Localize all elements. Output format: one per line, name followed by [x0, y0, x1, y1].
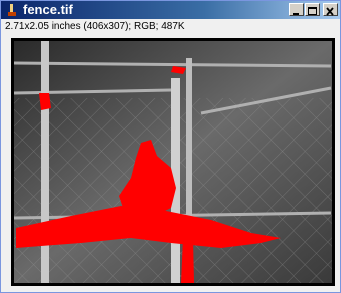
maximize-button[interactable]: [305, 3, 320, 16]
image-window: fence.tif 2.71x2.05 inches (406x307); RG…: [0, 0, 341, 293]
app-icon: [5, 3, 19, 17]
window-title: fence.tif: [23, 2, 73, 18]
maximize-icon: [306, 6, 319, 17]
close-icon: [324, 6, 337, 17]
close-button[interactable]: [323, 3, 338, 16]
minimize-icon: [290, 6, 303, 17]
minimize-button[interactable]: [289, 3, 304, 16]
image-info: 2.71x2.05 inches (406x307); RGB; 487K: [5, 21, 185, 33]
image-canvas[interactable]: [11, 38, 335, 286]
title-bar[interactable]: fence.tif: [1, 1, 340, 19]
fence-pole: [41, 41, 49, 283]
